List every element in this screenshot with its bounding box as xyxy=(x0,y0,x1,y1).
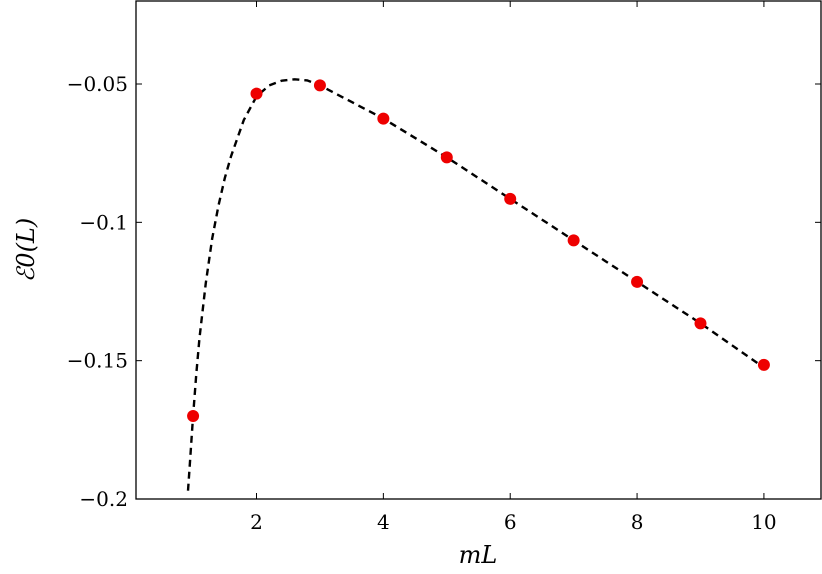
data-point xyxy=(567,234,580,247)
y-ticks-layer: −0.05 −0.1 −0.15 −0.2 xyxy=(67,72,821,511)
x-tick-label: 4 xyxy=(377,510,390,534)
fit-curve-layer xyxy=(186,78,765,491)
data-point xyxy=(250,87,263,100)
data-point xyxy=(631,275,644,288)
x-ticks-layer: 2 4 6 8 10 xyxy=(250,1,777,534)
x-tick-label: 6 xyxy=(504,510,517,534)
data-point xyxy=(440,151,453,164)
x-tick-label: 8 xyxy=(631,510,644,534)
fit-curve-line xyxy=(186,78,765,491)
y-tick-label: −0.05 xyxy=(67,72,128,96)
x-tick-label: 2 xyxy=(250,510,263,534)
plot-frame xyxy=(135,0,822,500)
y-tick-label: −0.15 xyxy=(67,349,128,373)
data-point xyxy=(187,410,200,422)
y-tick-label: −0.1 xyxy=(79,210,128,234)
x-axis-label: mL xyxy=(459,541,498,569)
data-point xyxy=(504,192,517,205)
data-point xyxy=(377,112,390,125)
data-points-layer xyxy=(187,79,770,422)
data-point xyxy=(694,317,707,330)
y-axis-label: ℰ0(L) xyxy=(12,218,40,282)
data-point xyxy=(757,358,770,371)
y-tick-label: −0.2 xyxy=(79,487,128,511)
data-point xyxy=(313,79,326,92)
x-tick-label: 10 xyxy=(751,510,776,534)
